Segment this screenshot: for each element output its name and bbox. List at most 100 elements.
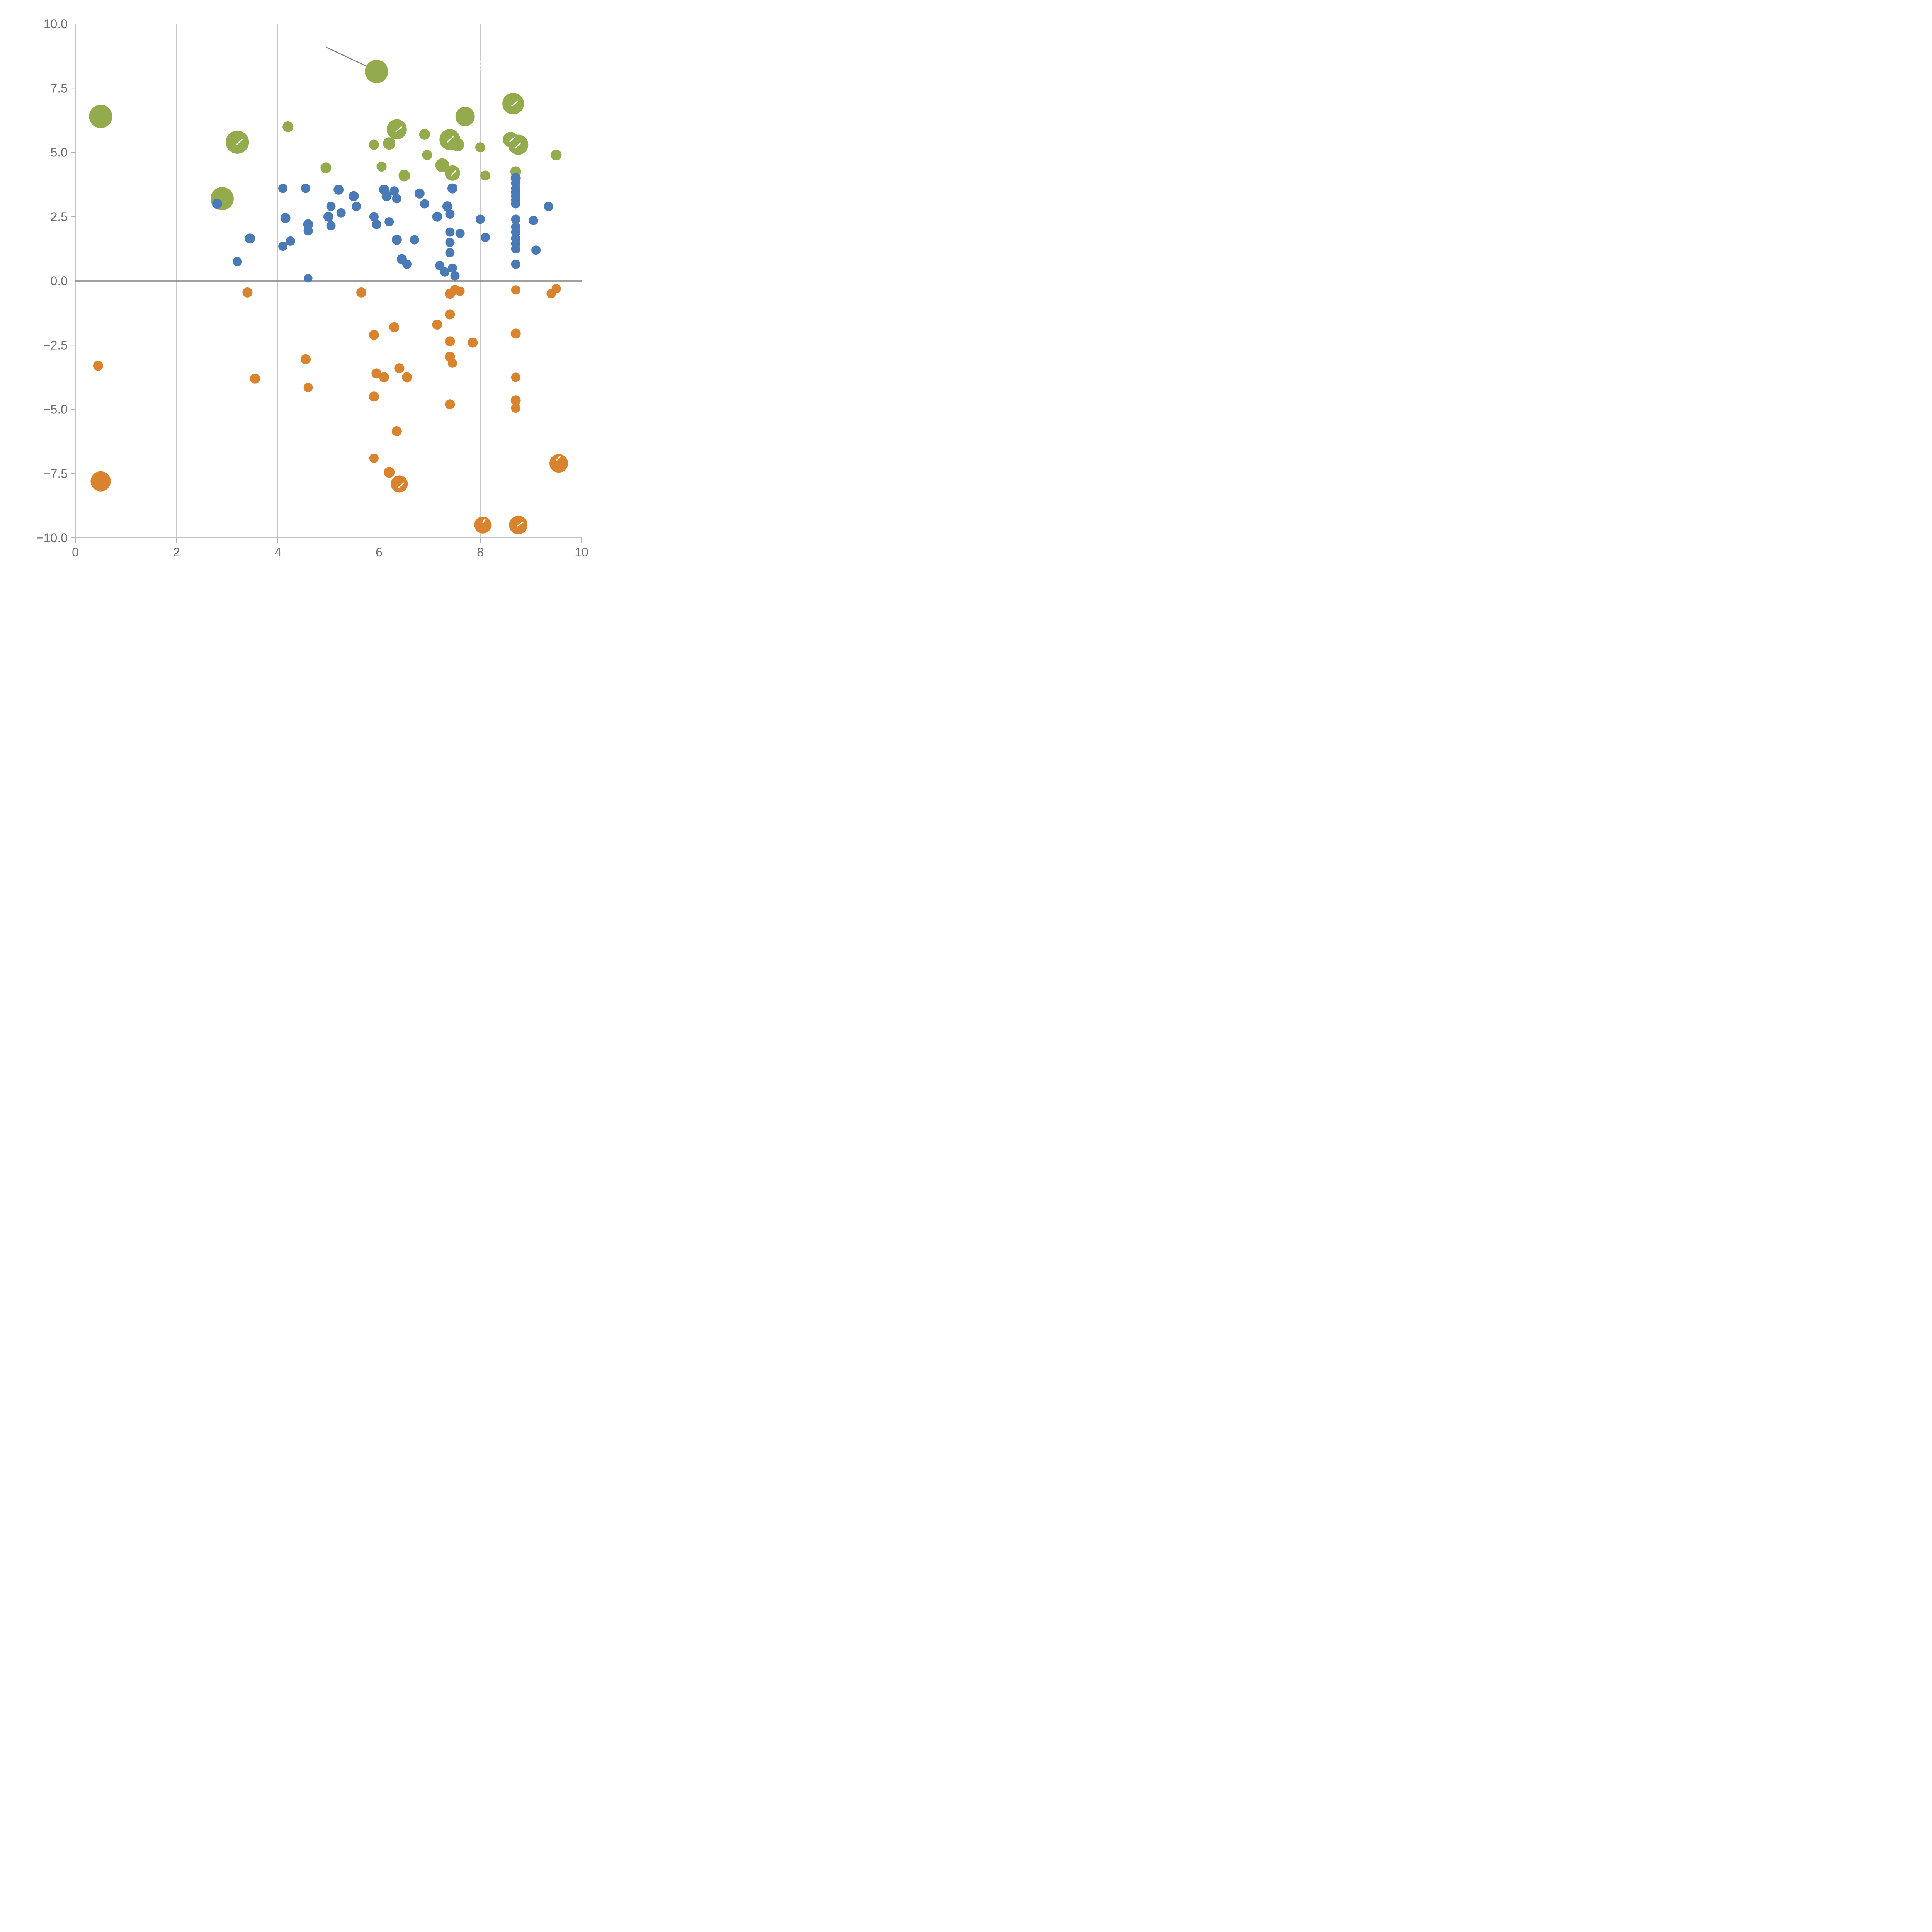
data-point-blue bbox=[511, 227, 520, 237]
data-point-blue bbox=[440, 267, 450, 277]
data-point-green bbox=[320, 162, 332, 173]
data-point-blue bbox=[511, 214, 520, 224]
data-point-orange bbox=[549, 454, 568, 473]
data-point-green bbox=[383, 137, 396, 150]
white-mark bbox=[447, 136, 454, 143]
data-point-blue bbox=[432, 211, 442, 222]
data-point-blue bbox=[326, 221, 336, 231]
data-point-green bbox=[365, 60, 388, 83]
y-tick-label: −2.5 bbox=[43, 338, 68, 352]
data-point-orange bbox=[242, 287, 253, 298]
data-point-blue bbox=[278, 242, 288, 251]
data-point-blue bbox=[481, 232, 490, 242]
data-point-blue bbox=[442, 201, 452, 212]
series-orange bbox=[90, 284, 568, 534]
data-point-orange bbox=[402, 372, 412, 383]
data-point-green bbox=[226, 130, 249, 154]
data-point-green bbox=[89, 105, 112, 128]
data-point-orange bbox=[356, 287, 367, 298]
data-point-blue bbox=[511, 259, 520, 269]
data-point-blue bbox=[447, 183, 457, 194]
data-point-blue bbox=[420, 199, 429, 209]
data-point-orange bbox=[511, 403, 520, 413]
white-mark bbox=[395, 126, 402, 133]
data-point-orange bbox=[455, 286, 465, 296]
data-point-green bbox=[451, 138, 464, 151]
data-point-blue bbox=[212, 199, 222, 209]
y-tick-label: 2.5 bbox=[51, 210, 68, 224]
data-point-blue bbox=[445, 227, 455, 237]
data-point-green bbox=[435, 158, 449, 172]
data-point-blue bbox=[233, 257, 242, 267]
data-point-orange bbox=[445, 399, 455, 410]
series-blue bbox=[212, 173, 553, 283]
data-point-orange bbox=[447, 358, 457, 368]
data-point-blue bbox=[445, 209, 455, 219]
data-point-blue bbox=[245, 233, 255, 244]
data-point-blue bbox=[323, 211, 333, 222]
data-point-blue bbox=[414, 188, 425, 199]
annotation-text-fragment: a bbox=[379, 90, 388, 107]
data-point-green bbox=[475, 142, 485, 153]
data-point-blue bbox=[333, 184, 344, 195]
data-point-orange bbox=[250, 373, 260, 384]
data-point-green bbox=[480, 170, 491, 181]
data-point-orange bbox=[432, 320, 442, 330]
y-tick-label: −7.5 bbox=[43, 467, 68, 481]
data-point-blue bbox=[450, 271, 460, 281]
data-point-orange bbox=[371, 368, 382, 379]
x-tick-label: 8 bbox=[477, 545, 484, 559]
white-marks bbox=[236, 100, 561, 527]
data-point-orange bbox=[445, 336, 455, 347]
data-point-orange bbox=[391, 426, 402, 437]
data-point-blue bbox=[326, 202, 336, 211]
scatter-plot-canvas: 10.07.55.02.50.0−2.5−5.0−7.5−10.00 2 4 6 8 10… bbox=[36, 17, 588, 559]
data-point-orange bbox=[468, 337, 478, 348]
data-point-orange bbox=[93, 361, 103, 371]
data-point-blue bbox=[369, 212, 379, 221]
white-mark bbox=[482, 518, 486, 524]
data-point-orange bbox=[389, 322, 400, 332]
data-point-blue bbox=[352, 202, 361, 211]
data-point-blue bbox=[410, 235, 419, 245]
data-point-orange bbox=[511, 285, 520, 295]
x-tick-label: 0 bbox=[72, 545, 79, 559]
annotation-leader-line bbox=[325, 46, 373, 70]
data-point-orange bbox=[90, 471, 111, 492]
x-tick-label: 6 bbox=[376, 545, 383, 559]
data-point-blue bbox=[445, 238, 455, 247]
data-point-blue bbox=[531, 245, 541, 255]
data-point-green bbox=[386, 119, 407, 139]
data-point-blue bbox=[544, 202, 553, 211]
data-point-blue bbox=[303, 219, 313, 230]
data-point-blue bbox=[392, 194, 401, 204]
y-tick-label: 7.5 bbox=[51, 81, 68, 95]
annotation-text-fragment: le bbox=[528, 114, 542, 134]
data-point-blue bbox=[384, 217, 394, 227]
data-point-orange bbox=[369, 391, 379, 402]
data-point-blue bbox=[447, 263, 457, 273]
white-mark bbox=[398, 482, 405, 488]
data-point-green bbox=[419, 129, 430, 140]
x-tick-label: 4 bbox=[274, 545, 281, 559]
data-point-green bbox=[369, 139, 379, 150]
data-point-orange bbox=[511, 372, 520, 382]
series-green bbox=[89, 60, 562, 211]
data-point-orange bbox=[369, 453, 379, 463]
data-point-green bbox=[455, 107, 475, 126]
y-tick-label: 0.0 bbox=[51, 274, 68, 288]
data-point-blue bbox=[511, 244, 520, 253]
data-point-blue bbox=[435, 261, 445, 270]
data-point-blue bbox=[511, 199, 520, 209]
white-mark bbox=[509, 136, 515, 143]
data-point-blue bbox=[278, 184, 288, 193]
white-mark bbox=[556, 456, 561, 461]
data-point-green bbox=[398, 170, 410, 182]
data-point-blue bbox=[445, 248, 455, 257]
y-tick-label: 10.0 bbox=[44, 17, 68, 31]
data-point-blue bbox=[402, 259, 412, 269]
data-point-orange bbox=[301, 354, 311, 364]
data-point-blue bbox=[529, 216, 538, 225]
data-point-orange bbox=[445, 309, 455, 320]
data-point-blue bbox=[381, 191, 392, 201]
